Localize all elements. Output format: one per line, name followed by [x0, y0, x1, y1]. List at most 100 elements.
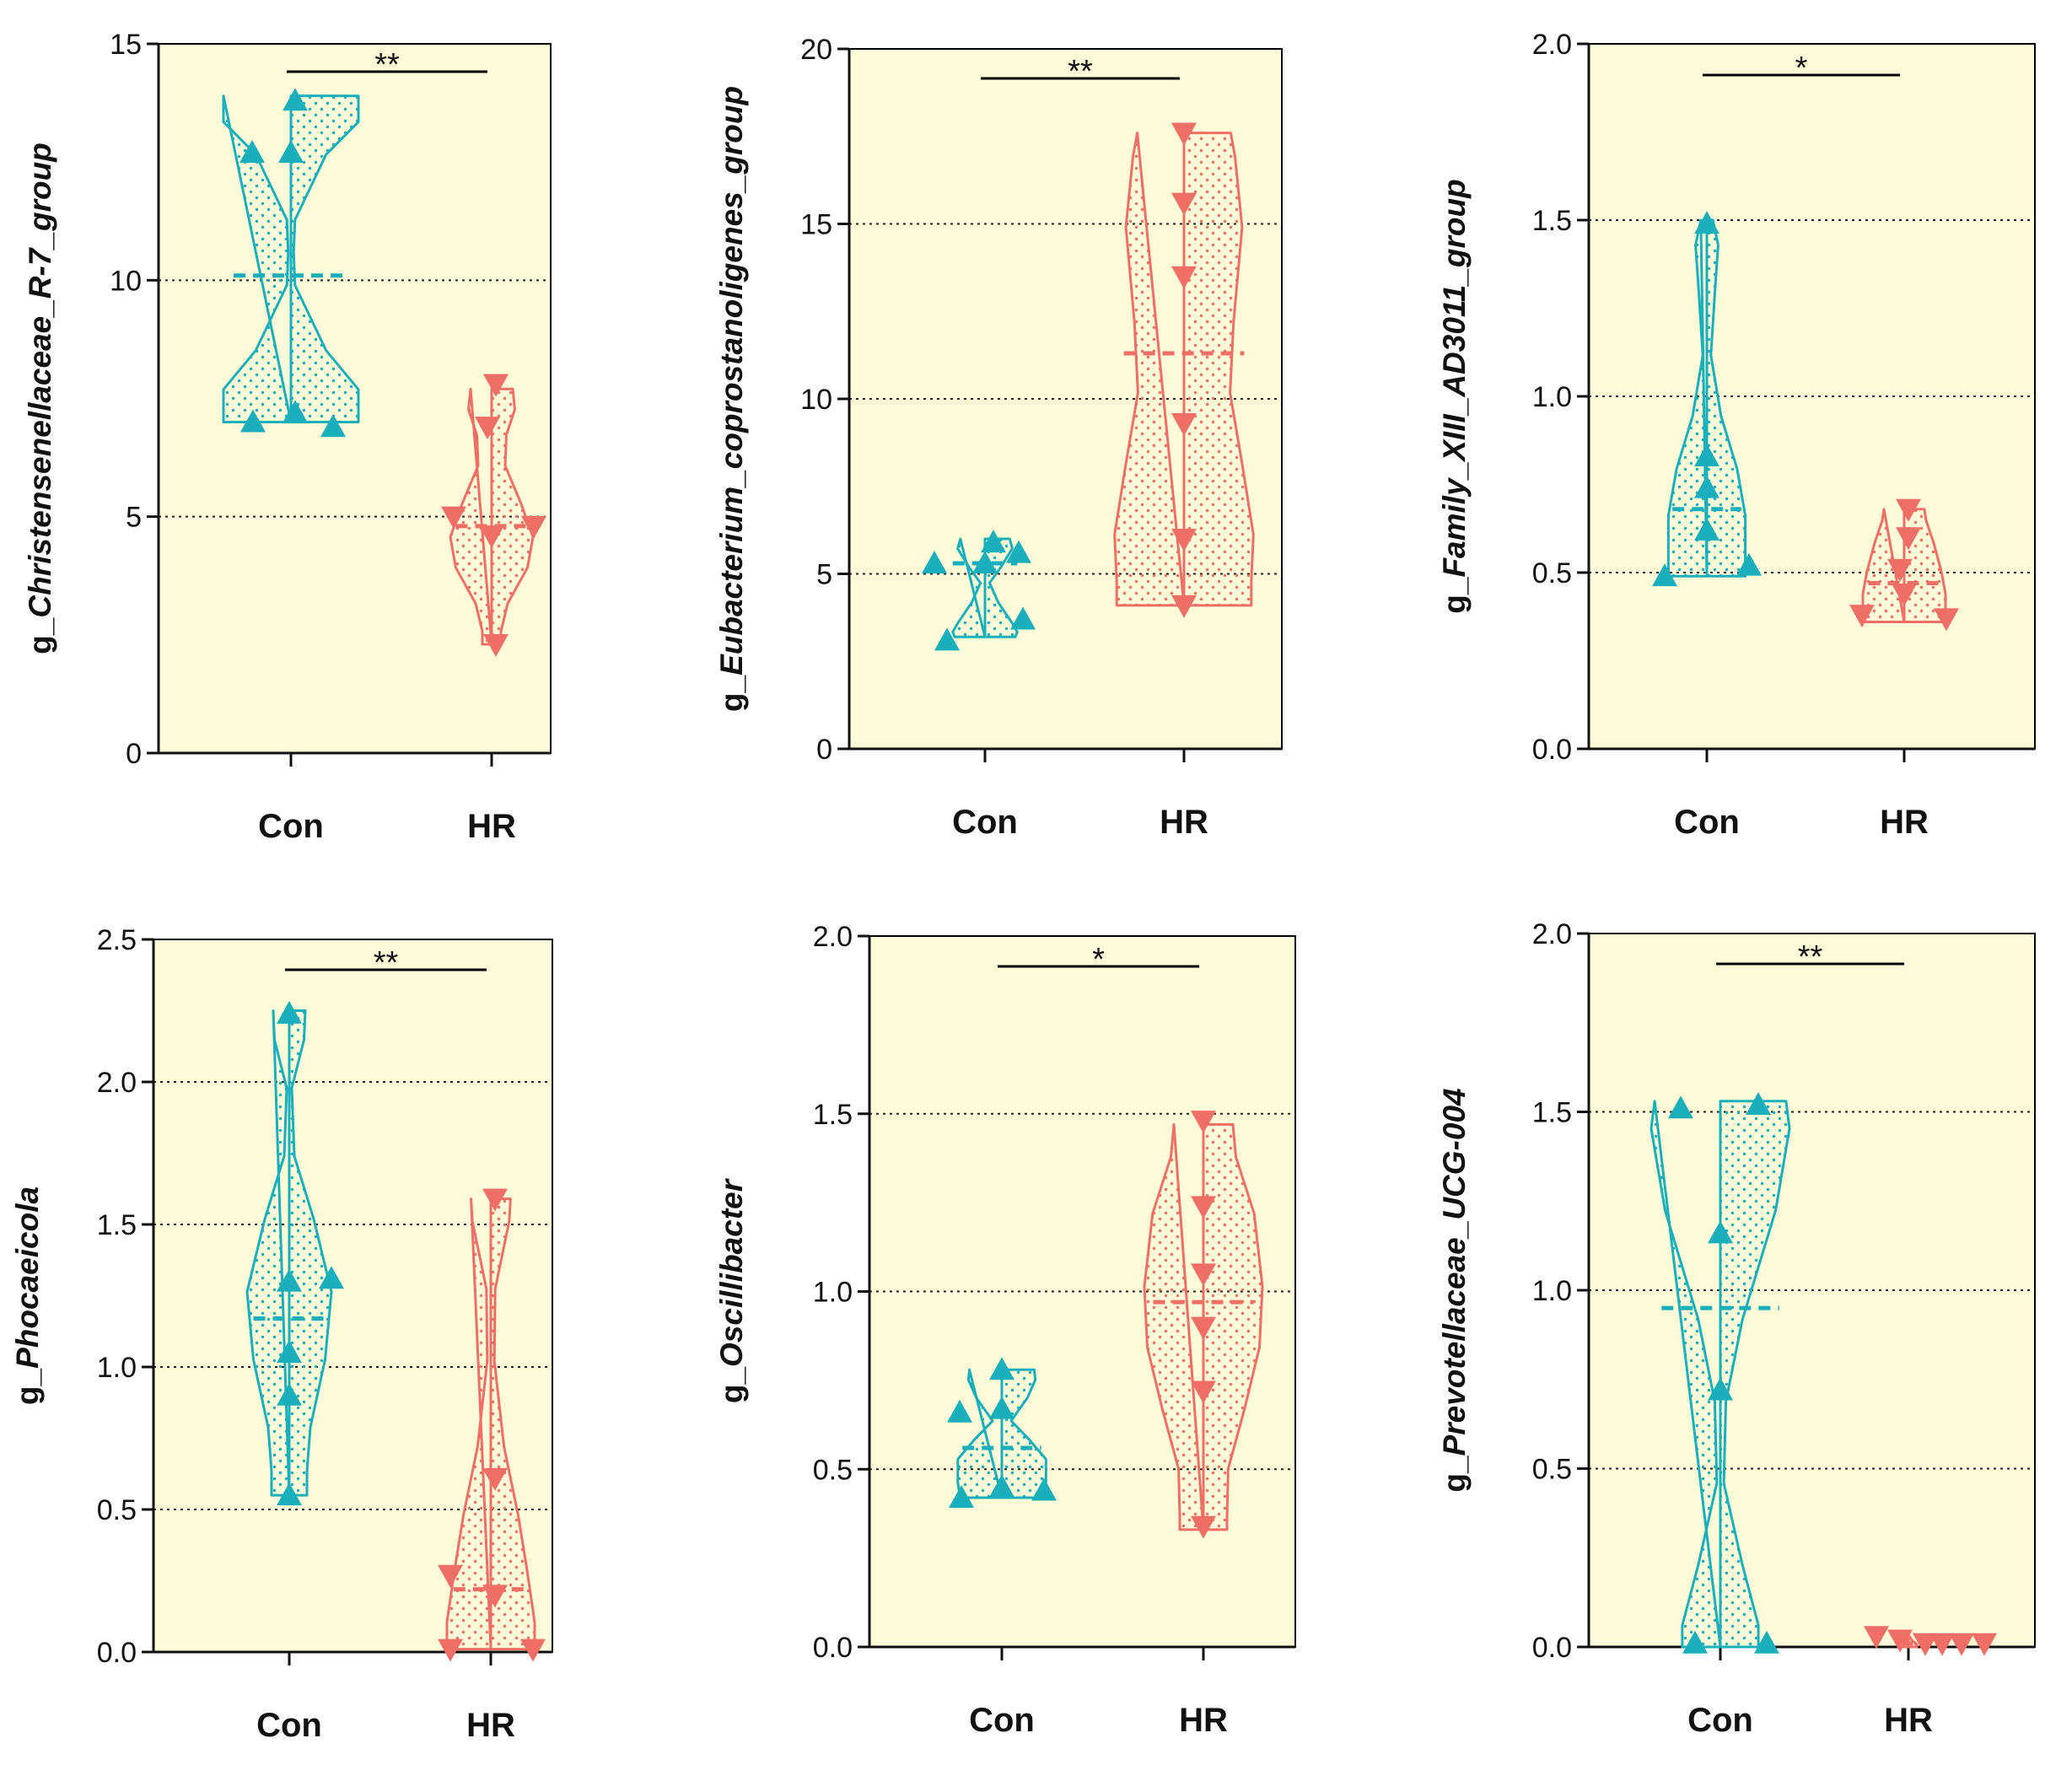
- y-axis-label: g_Eubacterium_coprostanoligenes_group: [714, 86, 749, 712]
- y-tick-label: 20: [800, 34, 832, 66]
- triangle-up-icon: [922, 551, 947, 574]
- triangle-up-icon: [934, 627, 960, 651]
- y-axis-label-prefix: g_: [10, 1368, 45, 1405]
- y-tick-label: 0.5: [813, 1454, 853, 1486]
- y-axis-label: g_Christensenellaceae_R-7_group: [23, 143, 57, 654]
- triangle-down-icon: [1191, 1196, 1216, 1219]
- chart-panel-3: 0.0 0.5 1.0 1.5 2.0 Con HR g_Family_XIII_AD3011…: [1437, 29, 2036, 841]
- triangle-up-icon: [240, 409, 266, 433]
- y-axis-label-taxon: Prevotellaceae_UCG-004: [1437, 1088, 1472, 1456]
- triangle-up-icon: [989, 1396, 1014, 1419]
- x-tick-label-hr: HR: [1160, 804, 1208, 841]
- triangle-up-icon: [319, 1266, 344, 1289]
- y-axis-label-prefix: g_: [714, 675, 749, 713]
- y-tick-label: 0.0: [813, 1632, 853, 1664]
- y-tick-label: 10: [800, 384, 832, 416]
- y-tick-label: 15: [110, 29, 142, 61]
- chart-panel-1: 0 5 10 15 Con HR g_Christensenellaceae_R-7_gro…: [23, 29, 552, 845]
- y-tick-label: 0.0: [1532, 734, 1572, 766]
- triangle-up-icon: [277, 1482, 302, 1506]
- chart-panel-5: 0.0 0.5 1.0 1.5 2.0 Con HR g_Oscillibacter *: [714, 921, 1296, 1739]
- triangle-down-icon: [1171, 122, 1197, 146]
- y-tick-label: 0.5: [1532, 1454, 1572, 1486]
- y-axis-label-prefix: g_: [714, 1367, 749, 1404]
- triangle-up-icon: [989, 1357, 1014, 1380]
- x-tick-label-con: Con: [258, 808, 324, 845]
- triangle-down-icon: [482, 1585, 508, 1608]
- y-tick-label: 5: [126, 502, 142, 534]
- triangle-down-icon: [521, 515, 546, 539]
- y-tick-label: 1.5: [1532, 205, 1572, 237]
- triangle-down-icon: [1191, 1380, 1216, 1404]
- violin-hr: [449, 387, 535, 646]
- y-axis-label-prefix: g_: [1437, 577, 1472, 614]
- triangle-up-icon: [278, 139, 304, 163]
- triangle-down-icon: [1929, 1633, 1955, 1656]
- triangle-up-icon: [1694, 517, 1719, 541]
- y-tick-label: 1.5: [813, 1099, 853, 1131]
- triangle-up-icon: [989, 1474, 1014, 1498]
- y-tick-label: 0: [126, 738, 142, 770]
- x-tick-label-hr: HR: [1880, 804, 1929, 841]
- triangle-up-icon: [981, 530, 1006, 553]
- triangle-down-icon: [1849, 605, 1875, 628]
- triangle-down-icon: [1896, 498, 1921, 522]
- violin-con: [1650, 1100, 1791, 1649]
- y-tick-label: 0.5: [1532, 557, 1572, 589]
- triangle-up-icon: [947, 1399, 972, 1423]
- y-tick-label: 2.0: [1532, 29, 1572, 61]
- triangle-up-icon: [1736, 552, 1762, 576]
- x-tick-label-con: Con: [1687, 1702, 1753, 1739]
- y-axis-label-taxon: Family_XIII_AD3011_group: [1437, 179, 1472, 577]
- significance-label: **: [374, 47, 400, 83]
- y-tick-label: 2.5: [97, 924, 137, 956]
- triangle-up-icon: [1031, 1477, 1057, 1501]
- triangle-down-icon: [1191, 1515, 1216, 1539]
- y-axis-label-taxon: Christensenellaceae_R-7_group: [23, 143, 57, 617]
- triangle-down-icon: [520, 1639, 546, 1662]
- triangle-down-icon: [1171, 529, 1197, 552]
- significance-label: *: [1092, 942, 1105, 977]
- y-axis-label: g_Prevotellaceae_UCG-004: [1437, 1088, 1472, 1492]
- y-tick-label: 0: [816, 734, 832, 766]
- triangle-down-icon: [482, 1188, 508, 1212]
- triangle-up-icon: [1746, 1092, 1771, 1116]
- y-axis-label: g_Family_XIII_AD3011_group: [1437, 179, 1472, 613]
- significance-label: **: [1798, 939, 1823, 975]
- y-tick-label: 5: [816, 559, 832, 591]
- violin-hr: [1113, 132, 1255, 607]
- y-tick-label: 0.0: [97, 1637, 137, 1669]
- triangle-down-icon: [1896, 527, 1921, 551]
- x-tick-label-con: Con: [1674, 804, 1740, 841]
- y-tick-label: 1.0: [813, 1277, 853, 1309]
- triangle-up-icon: [277, 1382, 302, 1406]
- x-tick-label-hr: HR: [467, 808, 516, 845]
- y-tick-label: 2.0: [813, 921, 853, 953]
- triangle-down-icon: [1864, 1626, 1889, 1649]
- triangle-up-icon: [1694, 211, 1719, 234]
- triangle-up-icon: [972, 551, 998, 574]
- triangle-up-icon: [1682, 1630, 1708, 1654]
- y-tick-label: 2.0: [97, 1067, 137, 1099]
- y-tick-label: 1.5: [97, 1209, 137, 1241]
- y-axis-label: g_Phocaeicola: [10, 1187, 45, 1405]
- y-tick-label: 1.0: [97, 1352, 137, 1384]
- triangle-up-icon: [1708, 1220, 1733, 1244]
- y-axis-label-prefix: g_: [1437, 1456, 1472, 1493]
- x-tick-label-hr: HR: [1179, 1702, 1228, 1739]
- triangle-up-icon: [320, 414, 346, 438]
- triangle-up-icon: [277, 1268, 302, 1292]
- y-axis-label-taxon: Eubacterium_coprostanoligenes_group: [714, 86, 749, 675]
- triangle-up-icon: [283, 400, 308, 423]
- triangle-down-icon: [441, 506, 466, 530]
- triangle-up-icon: [239, 139, 265, 163]
- triangle-down-icon: [479, 525, 504, 549]
- triangle-up-icon: [283, 88, 308, 111]
- significance-label: *: [1795, 51, 1808, 86]
- x-tick-label-con: Con: [969, 1702, 1035, 1739]
- y-tick-label: 1.0: [1532, 1275, 1572, 1307]
- y-axis-label: g_Oscillibacter: [714, 1177, 749, 1403]
- significance-label: **: [1068, 54, 1093, 89]
- triangle-up-icon: [1652, 563, 1677, 587]
